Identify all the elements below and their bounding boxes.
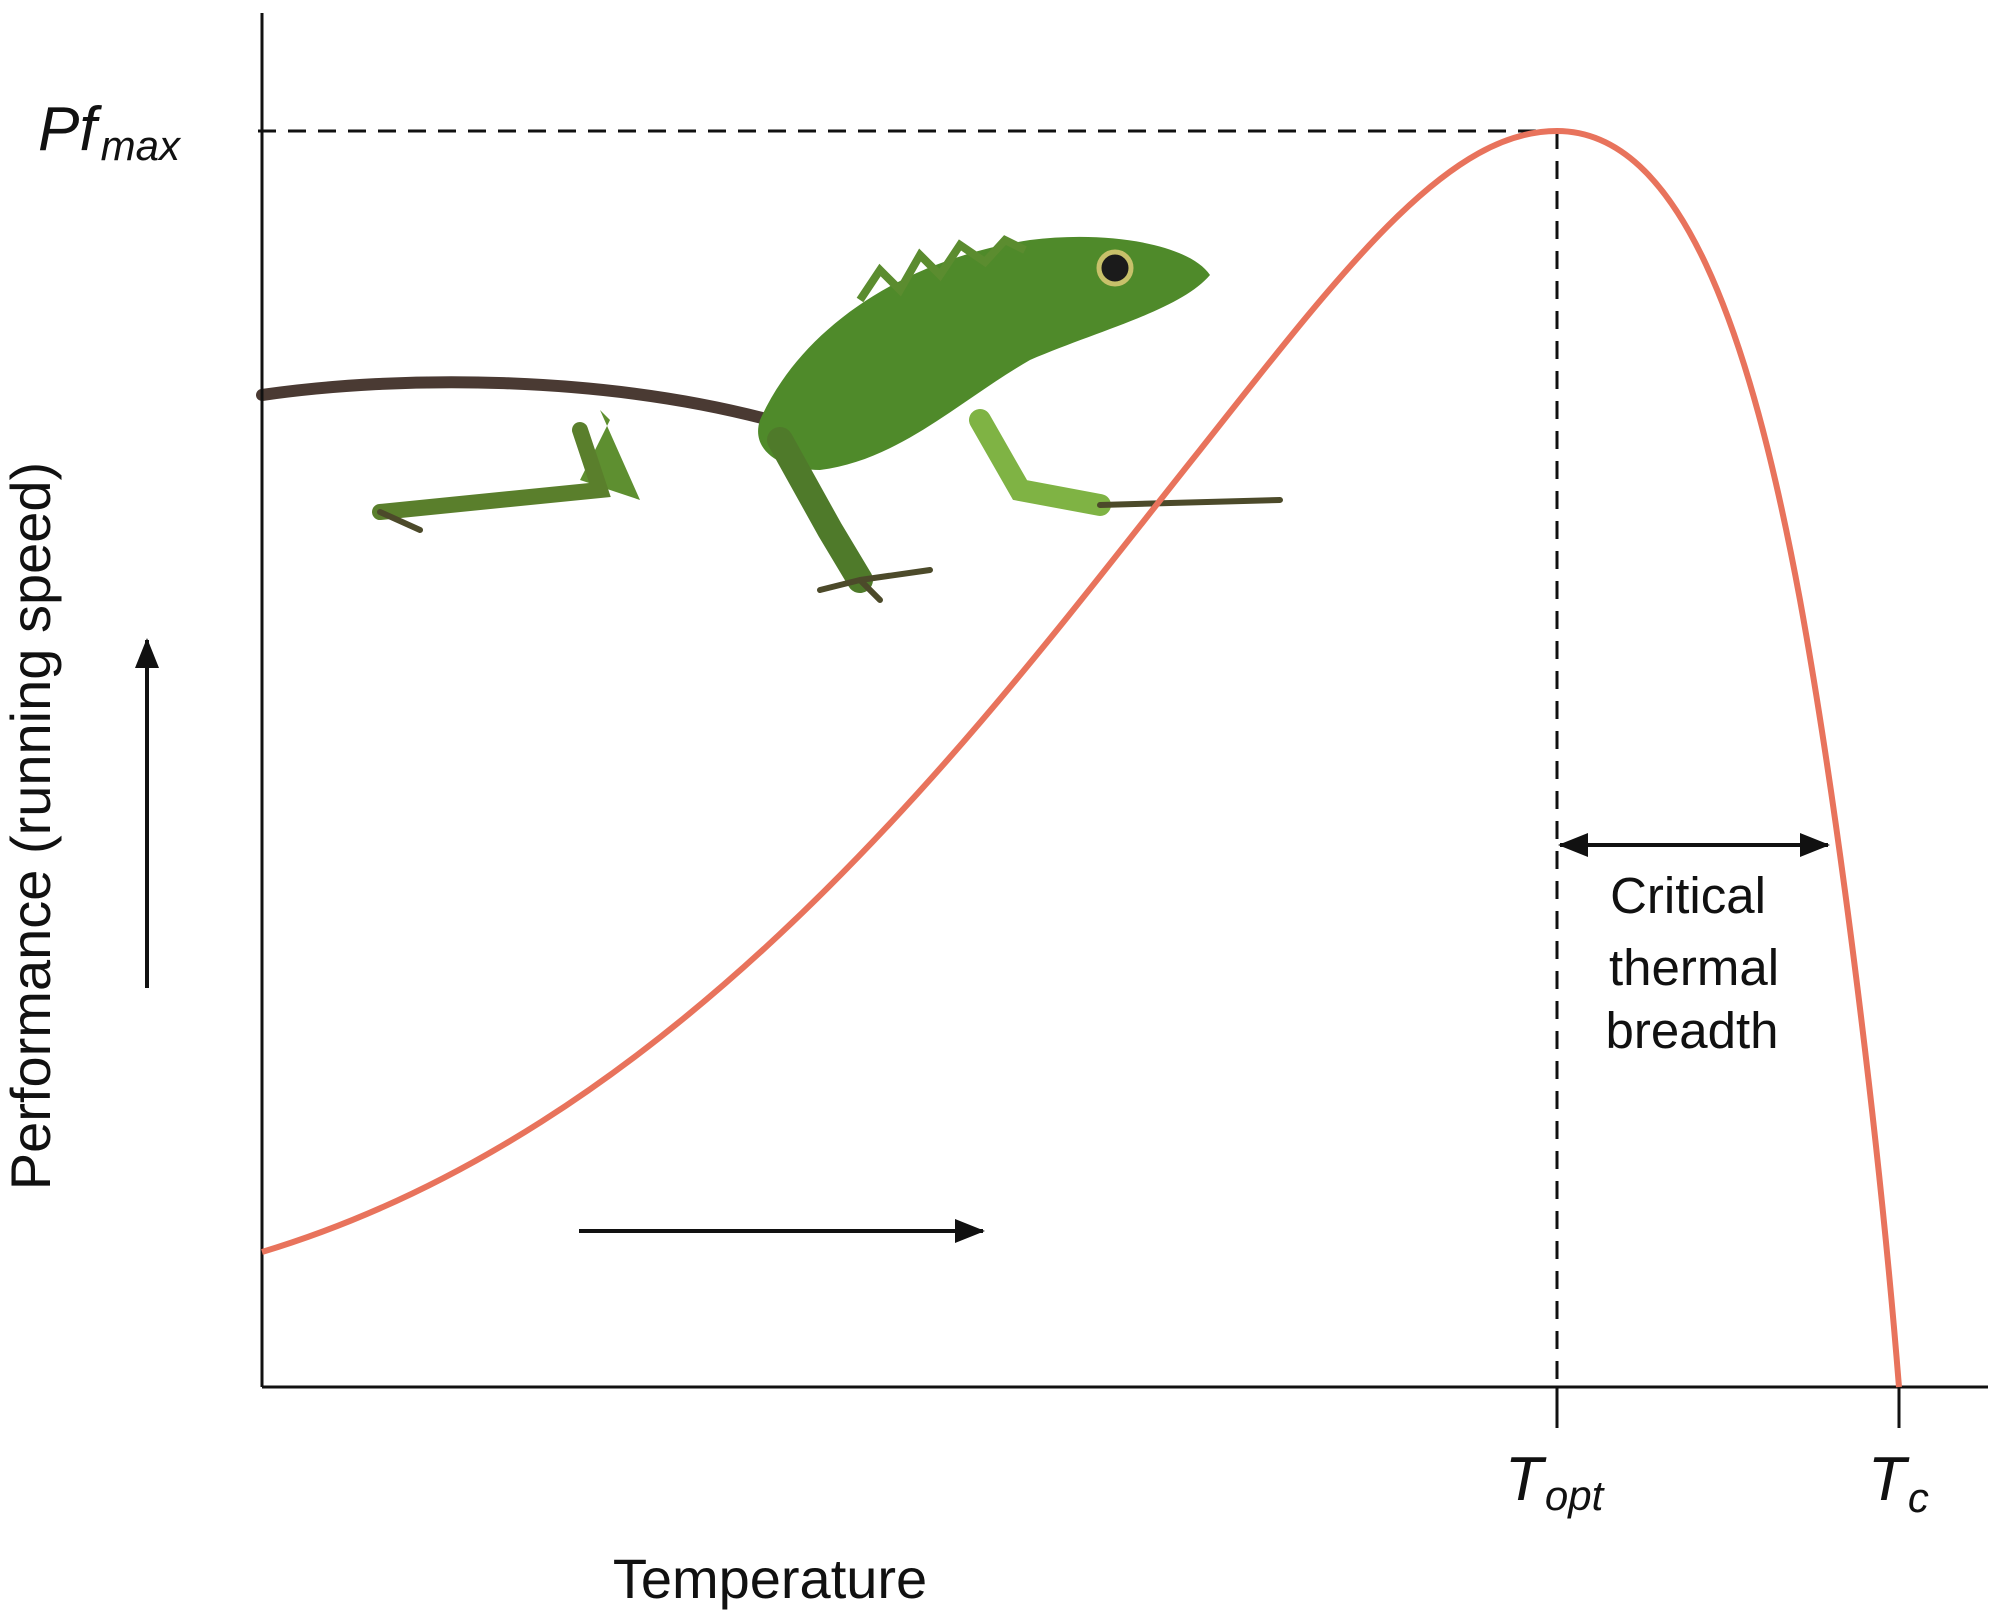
y-axis-label: Performance (running speed) <box>0 462 62 1190</box>
label-sub: c <box>1908 1474 1929 1521</box>
annotation-line: breadth <box>1606 1002 1779 1059</box>
t-c-label: Tc <box>1868 1445 1929 1521</box>
label-main: Pf <box>38 95 102 164</box>
label-main: T <box>1868 1445 1910 1514</box>
t-opt-label: Topt <box>1505 1445 1606 1519</box>
lizard <box>256 235 1283 603</box>
annotation-line: thermal <box>1609 939 1779 996</box>
pf-max-label: Pfmax <box>38 95 182 169</box>
label-sub: max <box>101 122 182 169</box>
annotation-line: Critical <box>1610 867 1766 924</box>
performance-curve <box>261 127 1902 1388</box>
x-axis-label: Temperature <box>613 1547 927 1610</box>
label-sub: opt <box>1545 1472 1606 1519</box>
label-main: T <box>1505 1445 1547 1514</box>
